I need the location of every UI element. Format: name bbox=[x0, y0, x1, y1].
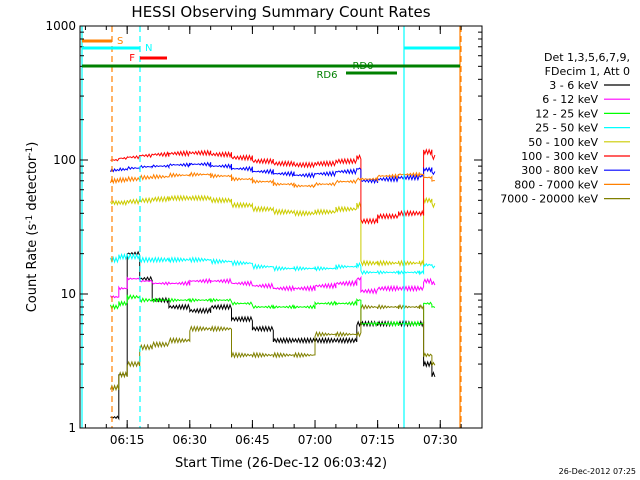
y-tick-label: 100 bbox=[53, 153, 76, 167]
chart-title: HESSI Observing Summary Count Rates bbox=[131, 3, 430, 21]
y-axis-label: Count Rate (s-1 detector-1) bbox=[25, 142, 40, 313]
legend-label-9: 7000 - 20000 keV bbox=[500, 193, 598, 206]
annotation-label-rd6: RD6 bbox=[316, 70, 337, 81]
x-tick-label: 06:15 bbox=[110, 433, 145, 447]
x-axis-ticks: 06:15 06:30 06:45 07:00 07:15 07:30 bbox=[84, 26, 483, 447]
series-line-8 bbox=[110, 171, 435, 189]
series-line-2 bbox=[110, 275, 436, 300]
annotation-label-s: S bbox=[117, 36, 123, 47]
y-axis-ticks: 1 10 100 1000 bbox=[45, 19, 482, 435]
x-axis-label: Start Time (26-Dec-12 06:03:42) bbox=[175, 456, 387, 471]
x-tick-label: 07:30 bbox=[423, 433, 458, 447]
legend-label-6: 100 - 300 keV bbox=[521, 150, 598, 163]
plot-frame bbox=[79, 25, 483, 429]
legend: Det 1,3,5,6,7,9, FDecim 1, Att 0 3 - 6 k… bbox=[500, 51, 630, 206]
annotation-label-rd0: RD0 bbox=[352, 61, 373, 72]
x-tick-label: 06:30 bbox=[172, 433, 207, 447]
series-line-6 bbox=[110, 148, 436, 225]
annotation-bars: S NF RD0 RD6 bbox=[82, 36, 460, 81]
series-line-1 bbox=[110, 250, 436, 421]
series-line-5 bbox=[110, 194, 436, 267]
legend-label-3: 12 - 25 keV bbox=[535, 107, 598, 120]
legend-label-2: 6 - 12 keV bbox=[542, 93, 598, 106]
legend-label-1: 3 - 6 keV bbox=[549, 79, 598, 92]
y-tick-label: 1000 bbox=[45, 19, 76, 33]
x-tick-label: 07:00 bbox=[298, 433, 333, 447]
y-tick-label: 1 bbox=[68, 421, 76, 435]
x-tick-label: 07:15 bbox=[360, 433, 395, 447]
y-tick-label: 10 bbox=[61, 287, 76, 301]
legend-label-8: 800 - 7000 keV bbox=[514, 178, 598, 191]
legend-header-line-1: Det 1,3,5,6,7,9, bbox=[544, 51, 630, 64]
legend-label-5: 50 - 100 keV bbox=[528, 136, 598, 149]
footer-timestamp: 26-Dec-2012 07:25 bbox=[559, 467, 636, 476]
annotation-label-n: N bbox=[145, 43, 152, 54]
plot-lines bbox=[81, 26, 462, 428]
series-line-9 bbox=[110, 303, 436, 392]
legend-header-line-2: FDecim 1, Att 0 bbox=[545, 65, 630, 78]
x-tick-label: 06:45 bbox=[235, 433, 270, 447]
series-line-7 bbox=[110, 161, 436, 185]
annotation-label-f: F bbox=[129, 53, 135, 64]
legend-label-7: 300 - 800 keV bbox=[521, 164, 598, 177]
series-line-4 bbox=[110, 252, 436, 276]
series-line-3 bbox=[110, 293, 436, 328]
legend-label-4: 25 - 50 keV bbox=[535, 122, 598, 135]
